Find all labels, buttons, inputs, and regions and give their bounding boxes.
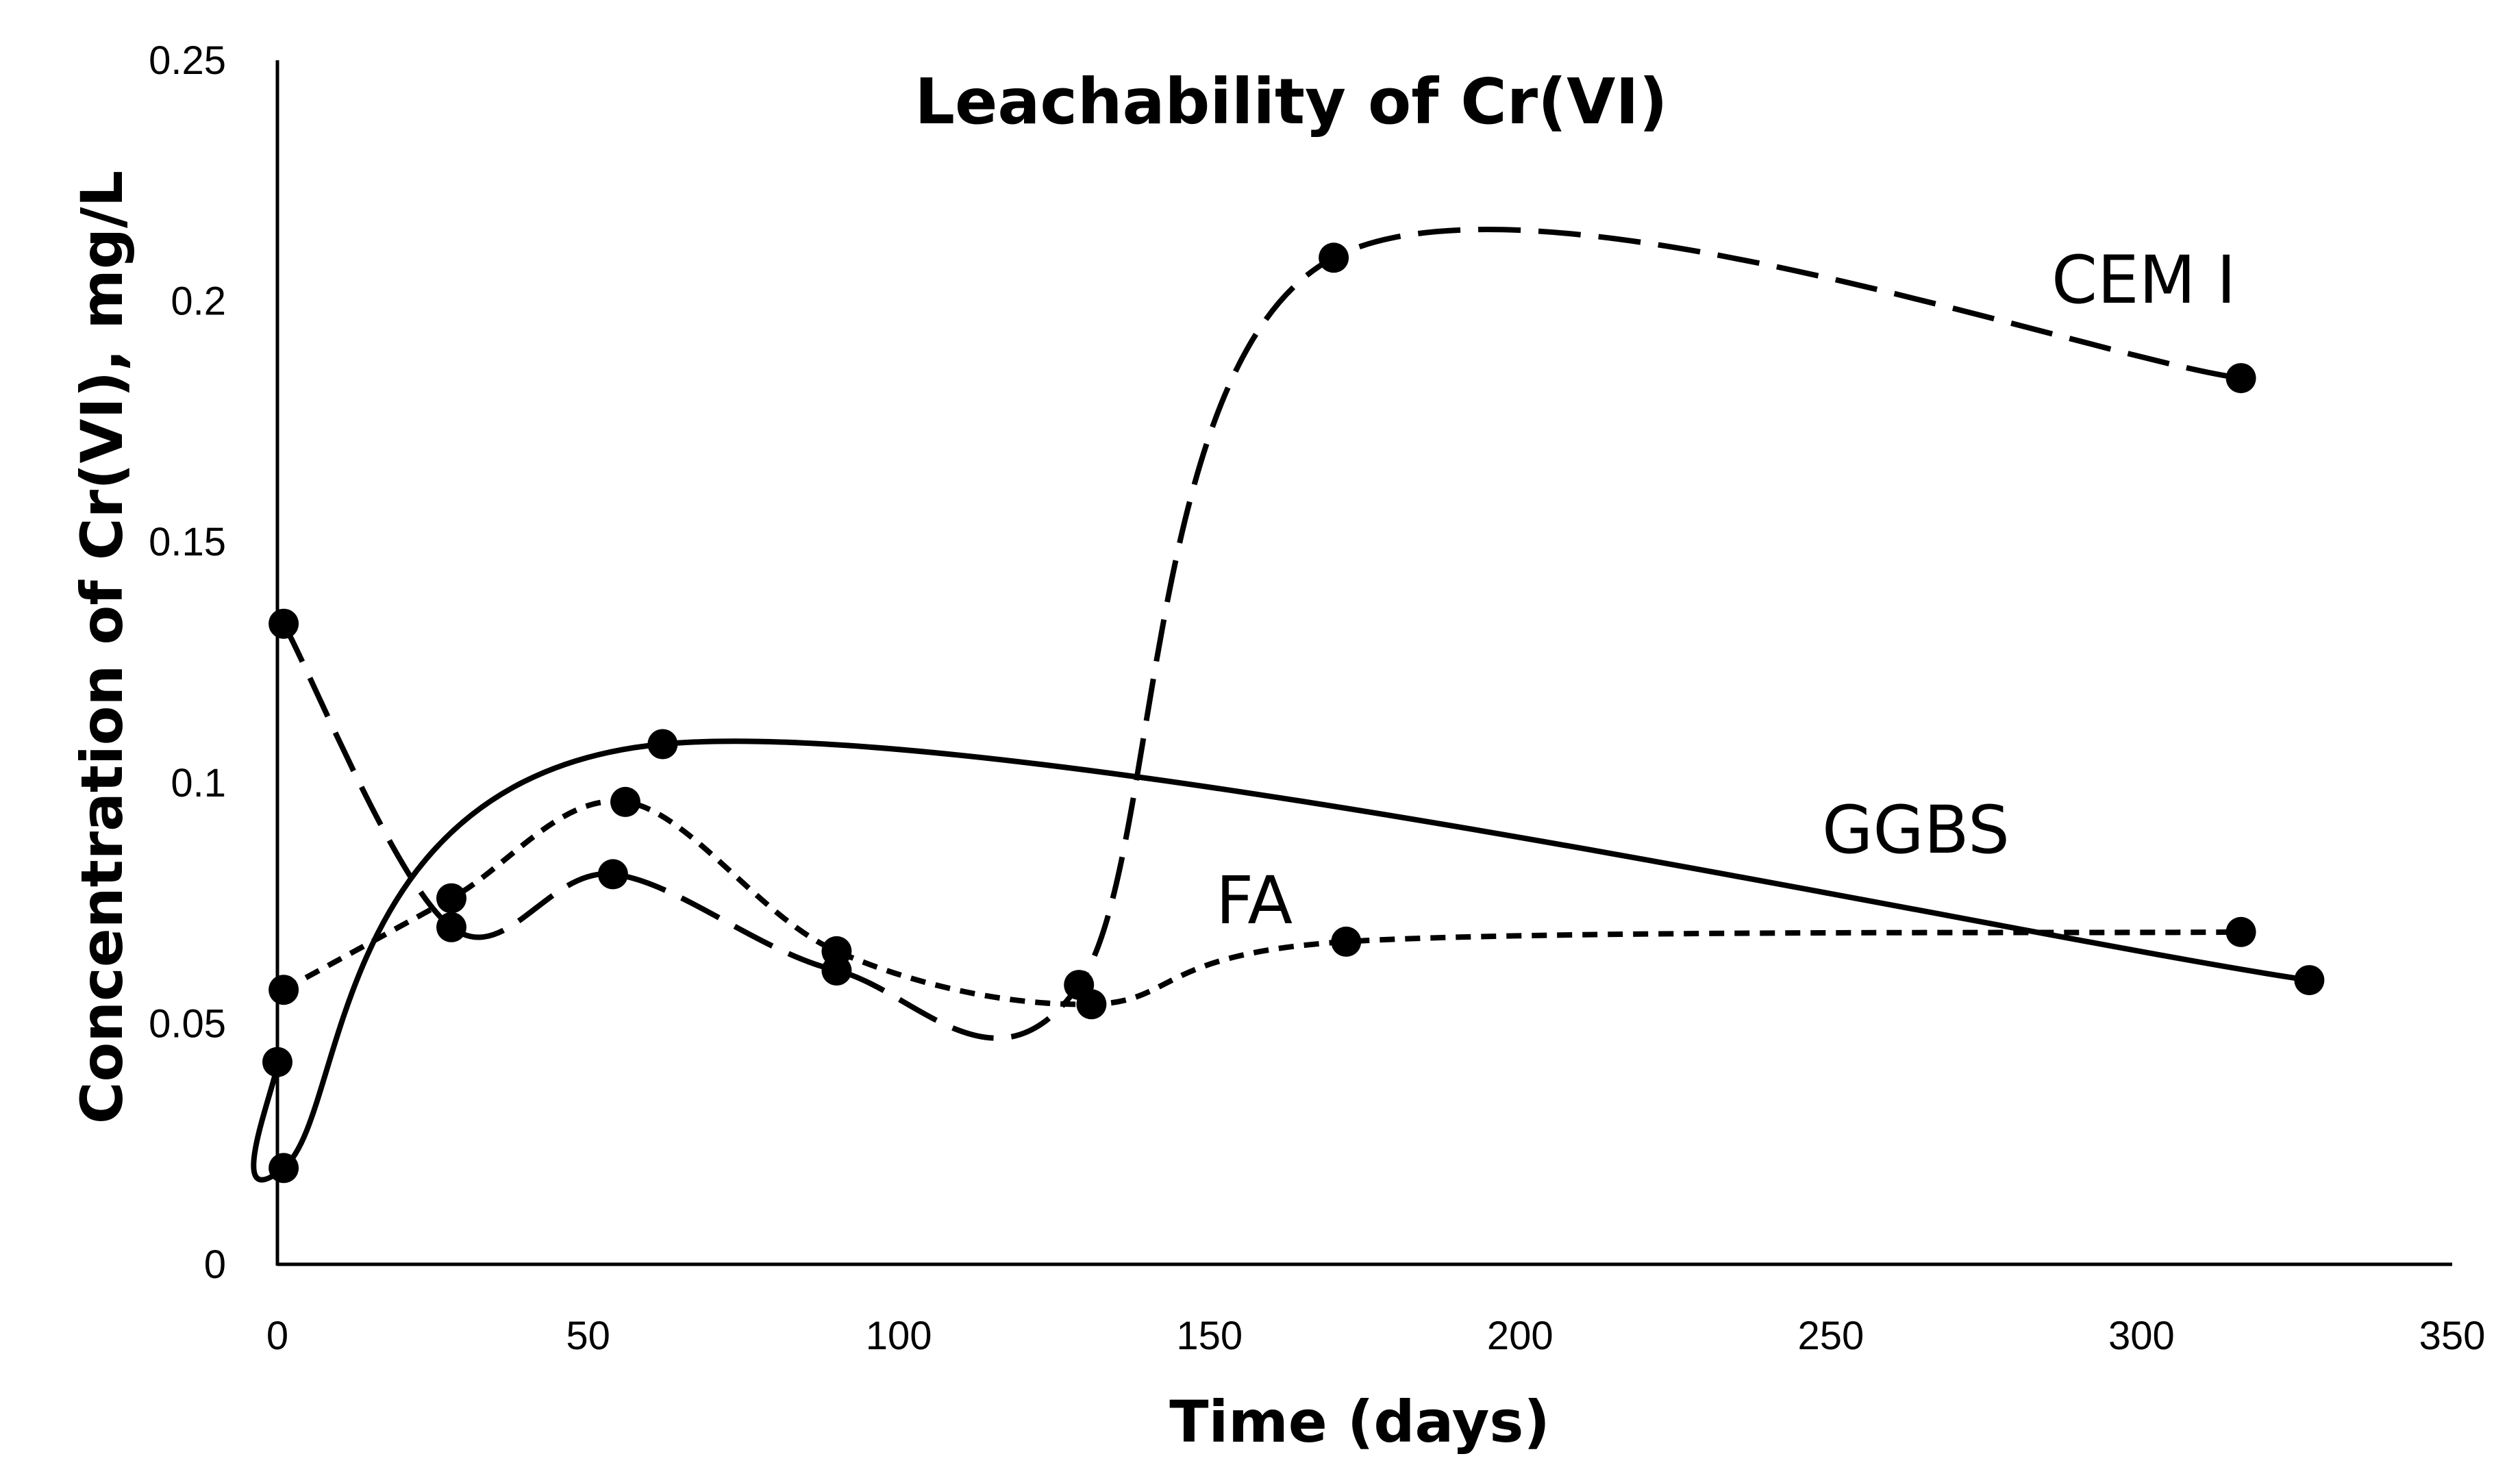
data-point-fa <box>1331 926 1362 957</box>
x-tick-label: 0 <box>266 1314 288 1358</box>
x-tick-label: 350 <box>2419 1314 2486 1358</box>
data-point-fa <box>269 975 299 1005</box>
x-tick-labels: 0 50 100 150 200 250 300 350 <box>266 1314 2486 1358</box>
y-tick-label: 0.25 <box>149 38 226 83</box>
y-tick-label: 0.05 <box>149 1001 226 1046</box>
series-label-fa: FA <box>1216 862 1293 939</box>
data-point-cem-i <box>436 912 466 942</box>
chart-title: Leachability of Cr(VI) <box>914 65 1667 138</box>
data-point-cem-i <box>597 859 628 890</box>
data-point-ggbs <box>647 729 678 760</box>
y-tick-label: 0.2 <box>171 279 226 324</box>
y-tick-labels: 0 0.05 0.1 0.15 0.2 0.25 <box>149 38 226 1287</box>
x-tick-label: 300 <box>2108 1314 2175 1358</box>
data-point-fa <box>821 936 852 966</box>
data-point-cem-i <box>2225 363 2256 394</box>
data-point-ggbs <box>2294 965 2325 996</box>
series-layer <box>251 227 2325 1183</box>
data-point-ggbs <box>269 1153 299 1183</box>
x-tick-label: 50 <box>566 1314 610 1358</box>
x-tick-label: 100 <box>866 1314 932 1358</box>
x-tick-label: 250 <box>1797 1314 1864 1358</box>
series-line-fa <box>282 798 2241 1007</box>
data-point-fa <box>2225 916 2256 947</box>
data-point-cem-i <box>269 608 299 639</box>
series-fa <box>269 786 2256 1020</box>
data-point-fa <box>610 786 640 817</box>
series-ggbs <box>251 729 2325 1183</box>
data-point-ggbs <box>262 1047 292 1077</box>
data-point-fa <box>1076 989 1107 1020</box>
axes <box>275 60 2452 1266</box>
x-tick-label: 200 <box>1487 1314 1554 1358</box>
y-tick-label: 0.15 <box>149 520 226 564</box>
data-point-fa <box>436 883 466 914</box>
x-axis-title: Time (days) <box>1169 1388 1550 1455</box>
series-label-cem-i: CEM I <box>2051 242 2236 318</box>
series-label-ggbs: GGBS <box>1822 792 2010 868</box>
x-tick-label: 150 <box>1176 1314 1243 1358</box>
y-tick-label: 0 <box>204 1242 226 1287</box>
data-point-cem-i <box>1319 242 1349 273</box>
series-line-cem-i <box>281 227 2242 1041</box>
y-axis-title: Concentration of Cr(VI), mg/L <box>68 171 136 1124</box>
series-line-ggbs <box>251 738 2310 1183</box>
y-tick-label: 0.1 <box>171 761 226 805</box>
series-cem-i <box>269 227 2256 1041</box>
